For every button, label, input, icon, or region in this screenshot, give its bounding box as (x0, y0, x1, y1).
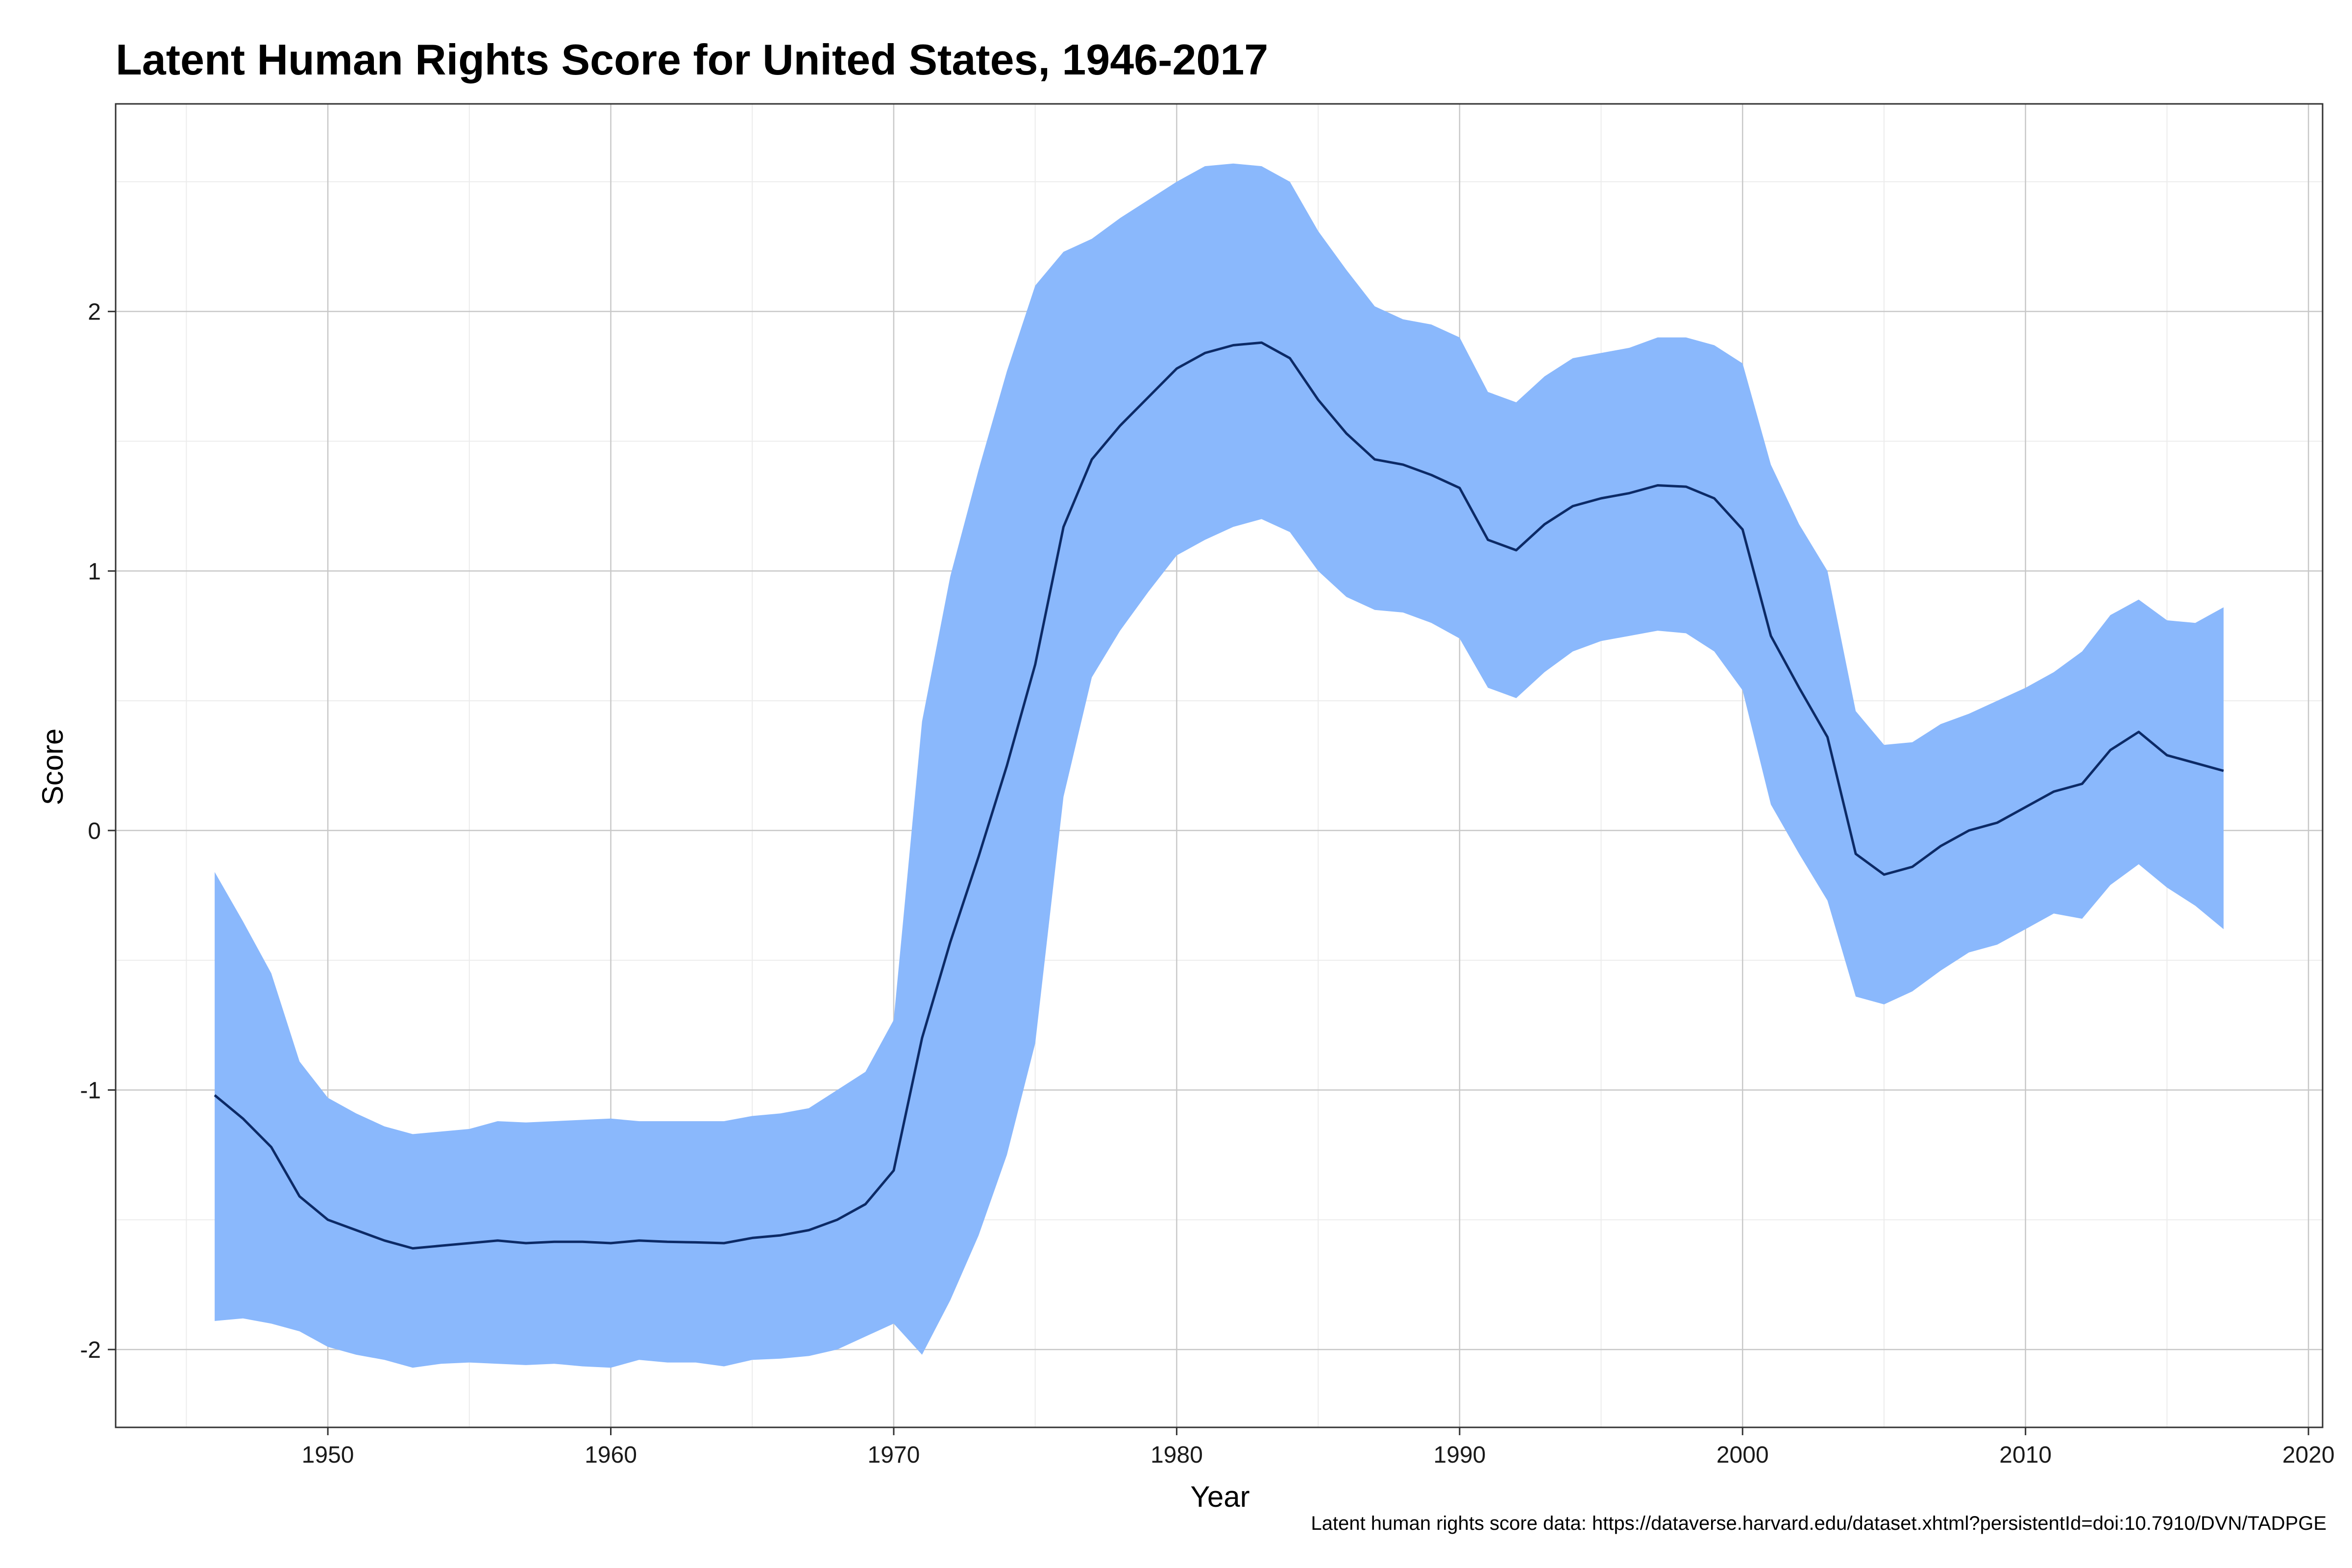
score-point (892, 1169, 896, 1173)
x-tick-label: 1950 (302, 1442, 354, 1468)
y-tick-label: -1 (80, 1078, 101, 1104)
score-point (1882, 873, 1886, 877)
score-point (1627, 491, 1631, 495)
score-point (2080, 782, 2084, 786)
score-point (750, 1236, 754, 1240)
score-point (1231, 343, 1235, 347)
y-axis: -2 -1 0 1 2 (80, 299, 116, 1363)
score-point (2222, 769, 2226, 773)
score-point (1147, 395, 1151, 399)
score-point (722, 1241, 726, 1245)
score-point (439, 1244, 443, 1248)
score-point (496, 1239, 500, 1243)
y-tick-label: 2 (88, 299, 101, 325)
score-point (1797, 686, 1801, 690)
y-tick-label: 1 (88, 559, 101, 585)
x-tick-label: 2020 (2282, 1442, 2335, 1468)
y-tick-label: 0 (88, 818, 101, 844)
y-tick-label: -2 (80, 1337, 101, 1363)
score-point (1713, 496, 1716, 500)
score-point (1288, 356, 1292, 360)
score-point (241, 1117, 245, 1121)
score-point (1203, 351, 1207, 355)
score-point (1740, 528, 1744, 532)
score-point (779, 1233, 783, 1237)
x-tick-label: 2000 (1716, 1442, 1769, 1468)
score-point (835, 1218, 839, 1222)
x-tick-label: 1970 (868, 1442, 920, 1468)
score-point (1486, 538, 1490, 542)
score-point (1571, 504, 1575, 508)
score-point (1061, 525, 1065, 529)
score-point (552, 1240, 556, 1244)
score-point (1033, 662, 1037, 666)
chart-title: Latent Human Rights Score for United Sta… (116, 35, 1268, 84)
y-axis-title: Score (36, 729, 69, 806)
score-point (2052, 790, 2056, 794)
x-tick-label: 1980 (1151, 1442, 1203, 1468)
score-point (411, 1247, 415, 1250)
score-point (1005, 764, 1009, 768)
score-point (2137, 730, 2141, 734)
score-point (863, 1202, 867, 1206)
caption: Latent human rights score data: https://… (1311, 1513, 2327, 1534)
score-point (1854, 852, 1858, 856)
score-point (383, 1239, 387, 1243)
score-point (2108, 748, 2112, 752)
score-line (214, 341, 2224, 1250)
score-point (637, 1239, 641, 1243)
score-point (1514, 548, 1518, 552)
x-axis-title: Year (1190, 1480, 1250, 1513)
score-point (1401, 463, 1405, 466)
x-tick-label: 2010 (1999, 1442, 2052, 1468)
score-point (1967, 829, 1971, 833)
score-point (1656, 484, 1660, 488)
x-tick-label: 1960 (585, 1442, 637, 1468)
plot-frame (115, 103, 2324, 1428)
score-point (326, 1218, 330, 1222)
score-point (524, 1241, 528, 1245)
score-point (2165, 753, 2169, 757)
score-point (1316, 398, 1320, 402)
score-point (948, 940, 952, 944)
score-point (1543, 522, 1546, 526)
score-point (694, 1240, 698, 1244)
score-point (1260, 341, 1264, 344)
score-point (1911, 865, 1914, 869)
score-point (1345, 432, 1348, 436)
score-point (1939, 844, 1943, 848)
score-point (1458, 486, 1462, 490)
score-point (1684, 485, 1688, 489)
score-point (467, 1241, 471, 1245)
score-point (581, 1240, 585, 1244)
score-point (1995, 821, 1999, 825)
score-point (2193, 761, 2197, 765)
score-point (213, 1093, 217, 1097)
score-point (1090, 458, 1094, 462)
score-point (1429, 473, 1433, 477)
x-tick-label: 1990 (1433, 1442, 1486, 1468)
x-axis: 1950 1960 1970 1980 1990 2000 2010 2020 (302, 1427, 2335, 1468)
score-point (977, 855, 980, 858)
score-point (270, 1145, 273, 1149)
score-point (1118, 424, 1122, 428)
score-point (1599, 496, 1603, 500)
score-point (354, 1228, 358, 1232)
score-point (609, 1241, 613, 1245)
score-point (1769, 634, 1773, 638)
score-point (297, 1195, 301, 1199)
score-point (807, 1228, 811, 1232)
score-point (665, 1240, 669, 1244)
score-point (1373, 458, 1377, 462)
score-point (1826, 735, 1830, 739)
score-point (1175, 367, 1178, 370)
confidence-band (215, 163, 2224, 1368)
score-point (920, 1036, 924, 1040)
score-point (2024, 805, 2028, 809)
